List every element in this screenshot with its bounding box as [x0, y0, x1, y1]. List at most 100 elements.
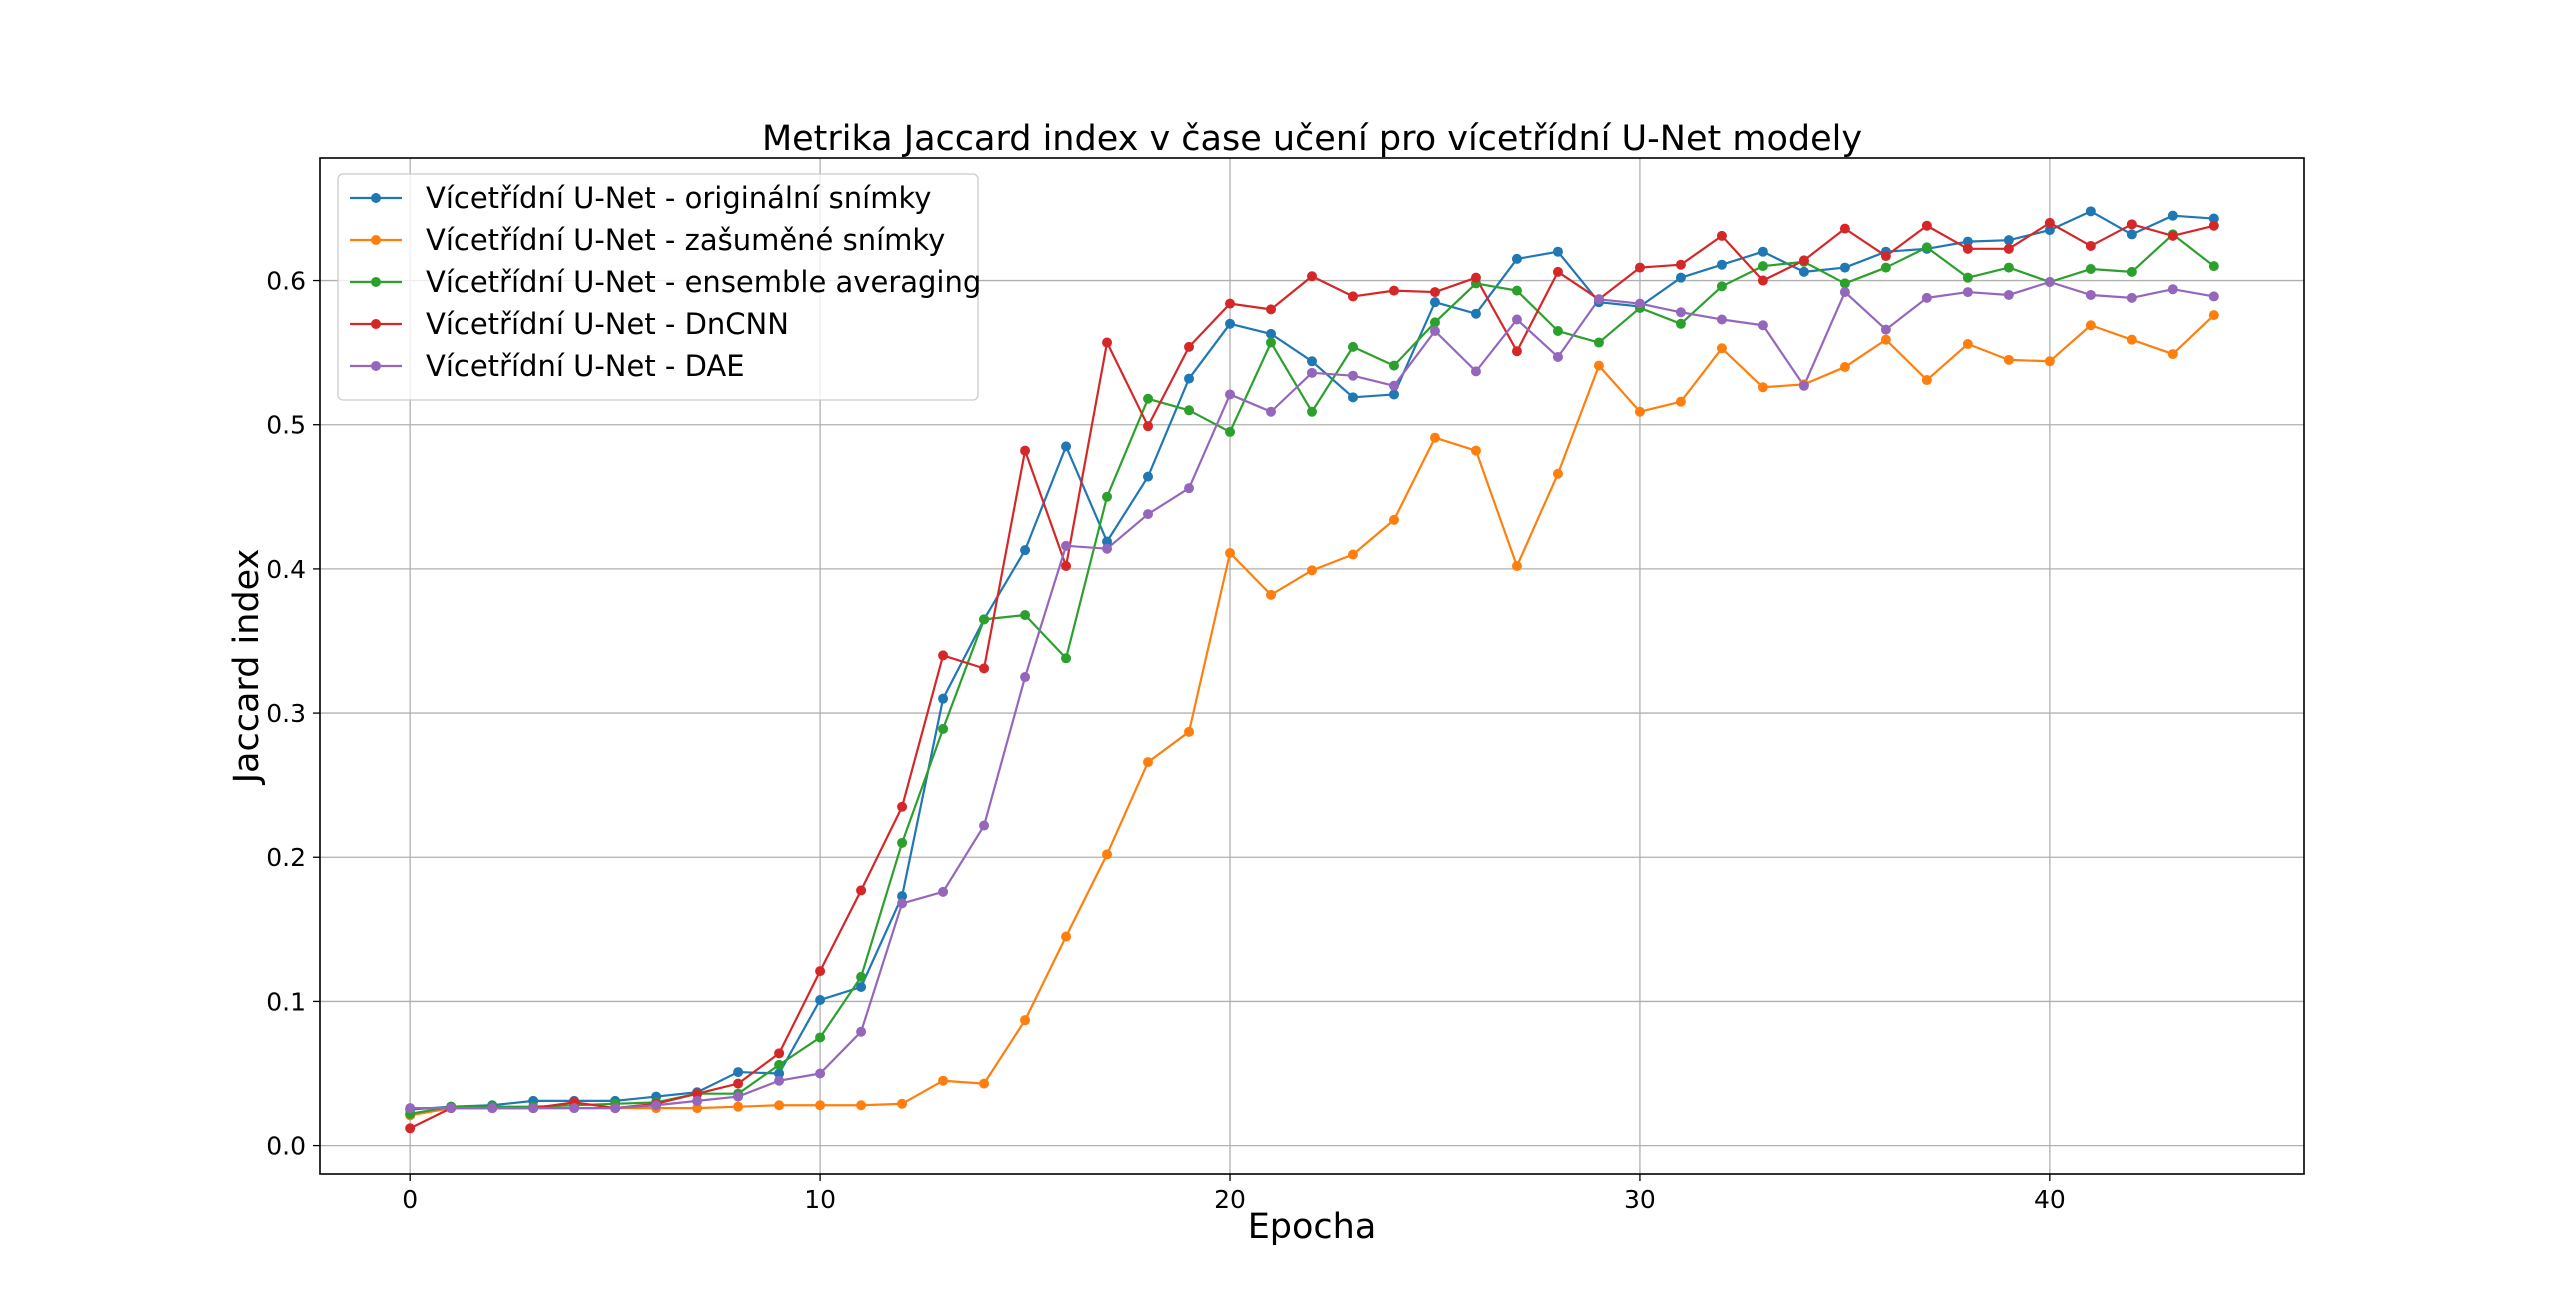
legend-marker [371, 361, 381, 371]
data-point [1020, 1015, 1031, 1026]
data-point [1307, 356, 1317, 367]
data-point [1962, 243, 1973, 254]
data-point [1307, 565, 1317, 576]
data-point [405, 1103, 416, 1114]
legend-label: Vícetřídní U-Net - ensemble averaging [426, 265, 981, 299]
data-point [938, 723, 949, 734]
chart-title: Metrika Jaccard index v čase učení pro v… [762, 119, 1862, 159]
data-point [774, 1100, 785, 1111]
data-point [1798, 380, 1809, 391]
data-point [1020, 610, 1031, 621]
data-point [856, 982, 867, 993]
ticks: 0 10 20 30 40 0.0 0.1 0.2 0.3 0.4 0.5 0.6 [266, 267, 2066, 1214]
data-point [2003, 354, 2014, 365]
data-point [1388, 285, 1399, 296]
data-point [856, 1026, 867, 1037]
data-point [2085, 240, 2096, 251]
data-point [1307, 271, 1317, 282]
data-point [1716, 259, 1727, 270]
data-point [1593, 360, 1604, 371]
legend-label: Vícetřídní U-Net - originální snímky [426, 181, 931, 215]
data-point [1757, 275, 1768, 286]
data-point [2167, 349, 2178, 360]
data-point [1388, 360, 1399, 371]
data-point [1102, 337, 1113, 348]
data-point [692, 1103, 703, 1114]
legend-item: Vícetřídní U-Net - ensemble averaging [350, 265, 981, 299]
data-point [1429, 297, 1440, 308]
data-point [1716, 281, 1727, 292]
data-point [815, 966, 826, 977]
data-point [1347, 291, 1358, 302]
data-point [897, 891, 908, 902]
data-point [1061, 653, 1072, 664]
data-point [774, 1048, 785, 1059]
data-point [1143, 421, 1154, 432]
data-point [2003, 243, 2014, 254]
data-point [1675, 318, 1686, 329]
data-point [1429, 287, 1440, 298]
data-point [897, 837, 908, 848]
data-point [1757, 320, 1768, 331]
data-point [815, 1032, 826, 1043]
data-point [1266, 406, 1277, 417]
data-point [938, 650, 949, 661]
data-point [2126, 334, 2137, 345]
data-point [1225, 548, 1236, 559]
data-point [1266, 337, 1277, 348]
data-point [1880, 324, 1891, 335]
y-axis-label: Jaccard index [227, 549, 267, 786]
data-point [938, 886, 949, 897]
data-point [1634, 262, 1645, 273]
data-point [1429, 326, 1440, 337]
data-point [1225, 298, 1236, 309]
data-point [1757, 246, 1768, 257]
data-point [2208, 261, 2219, 272]
data-point [1061, 931, 1072, 942]
data-point [1184, 373, 1195, 384]
data-point [1266, 328, 1277, 339]
data-point [733, 1101, 744, 1112]
data-point [1716, 343, 1727, 354]
data-point [979, 820, 990, 831]
data-point [2126, 266, 2137, 277]
legend-marker [371, 235, 381, 245]
data-point [1921, 220, 1932, 231]
data-point [1593, 294, 1604, 305]
y-tick-label: 0.4 [266, 555, 306, 584]
data-point [856, 971, 867, 982]
x-tick-label: 10 [804, 1185, 836, 1214]
data-point [1266, 589, 1277, 600]
data-point [2085, 320, 2096, 331]
data-point [528, 1103, 539, 1114]
legend-marker [371, 319, 381, 329]
data-point [1388, 380, 1399, 391]
data-point [1184, 726, 1195, 737]
data-point [1921, 292, 1932, 303]
data-point [1634, 298, 1645, 309]
data-point [938, 693, 949, 704]
legend-label: Vícetřídní U-Net - DnCNN [426, 307, 789, 341]
data-point [1347, 549, 1358, 560]
legend: Vícetřídní U-Net - originální snímky Více… [337, 173, 981, 401]
data-point [1511, 285, 1522, 296]
y-tick-label: 0.1 [266, 987, 306, 1016]
data-point [1716, 314, 1727, 325]
data-point [1143, 757, 1154, 768]
data-point [1921, 375, 1932, 386]
legend-marker [371, 277, 381, 287]
data-point [2208, 220, 2219, 231]
data-point [2126, 292, 2137, 303]
data-point [1470, 272, 1481, 283]
x-tick-label: 0 [402, 1185, 418, 1214]
data-point [733, 1078, 744, 1089]
legend-frame [337, 173, 979, 401]
data-point [1184, 341, 1195, 352]
data-point [979, 614, 990, 625]
data-point [1307, 406, 1317, 417]
data-point [1552, 326, 1563, 337]
data-point [1757, 261, 1768, 272]
legend-item: Vícetřídní U-Net - zašuměné snímky [350, 223, 945, 257]
data-point [1266, 304, 1277, 315]
